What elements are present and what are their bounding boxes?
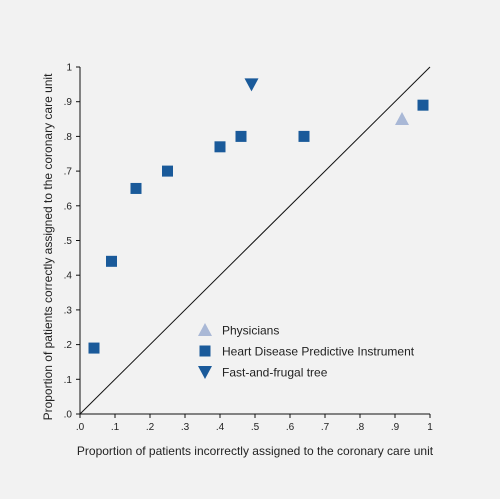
data-point: [88, 342, 100, 354]
y-tick-label: .1: [64, 375, 73, 386]
x-tick-label: .5: [251, 422, 260, 433]
x-tick-label: .8: [356, 422, 365, 433]
x-tick-label: .6: [286, 422, 295, 433]
legend-marker: [198, 323, 212, 336]
y-tick-label: .6: [64, 201, 73, 212]
data-point: [395, 112, 409, 126]
data-point: [244, 78, 259, 92]
x-tick-label: .1: [111, 422, 120, 433]
data-point: [298, 130, 310, 142]
x-tick-label: .9: [391, 422, 400, 433]
legend-marker: [199, 345, 211, 357]
legend-label: Heart Disease Predictive Instrument: [222, 345, 415, 359]
x-tick-label: .2: [146, 422, 155, 433]
y-tick-label: .4: [64, 271, 73, 282]
data-points: [88, 78, 429, 354]
y-tick-label: .3: [64, 305, 73, 316]
legend-label: Fast-and-frugal tree: [222, 366, 328, 380]
data-point: [417, 99, 429, 111]
x-tick-label: .0: [76, 422, 85, 433]
data-point: [214, 141, 226, 153]
axes: [79, 66, 431, 415]
y-tick-label: .7: [64, 167, 73, 178]
y-axis-label: Proportion of patients correctly assigne…: [41, 73, 55, 421]
x-axis-label: Proportion of patients incorrectly assig…: [77, 444, 434, 458]
diagonal-reference-line: [79, 66, 431, 415]
x-tick-label: .4: [216, 422, 225, 433]
y-tick-label: .5: [64, 236, 73, 247]
x-tick-label: .7: [321, 422, 330, 433]
x-tick-label: .3: [181, 422, 190, 433]
x-tick-label: 1: [427, 422, 433, 433]
legend: Physicians Heart Disease Predictive Instr…: [198, 323, 415, 380]
tick-labels: .0 .1 .2 .3 .4 .5 .6 .7 .8 .9 1 .0 .1 .2 .3 .4 .5 .6 .7 .8.…: [64, 63, 434, 434]
y-tick-label: .8: [64, 132, 73, 143]
y-tick-label: 1: [66, 63, 72, 74]
y-tick-label: .0: [64, 410, 73, 421]
legend-marker: [198, 366, 212, 379]
y-tick-label: .2: [64, 340, 73, 351]
data-point: [106, 255, 117, 267]
data-point: [235, 130, 247, 142]
data-point: [130, 182, 142, 194]
data-point: [162, 165, 173, 177]
legend-label: Physicians: [222, 324, 279, 338]
y-tick-label: .9: [64, 97, 73, 108]
